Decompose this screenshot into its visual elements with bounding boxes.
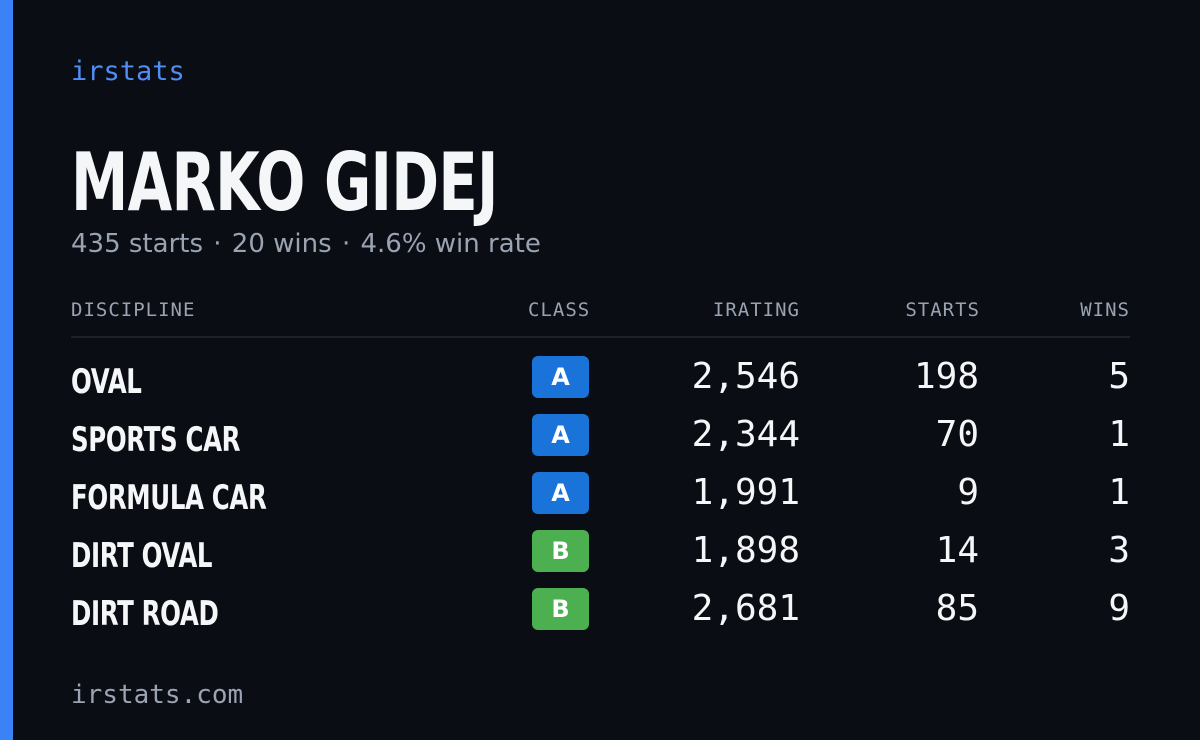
discipline-name: SPORTS CAR xyxy=(71,420,241,460)
summary-win-rate: 4.6% win rate xyxy=(360,229,541,259)
table-row: DIRT ROAD B 2,681 85 9 xyxy=(71,584,1130,642)
header-class: CLASS xyxy=(528,299,591,321)
table-body: OVAL A 2,546 198 5 SPORTS CAR A 2,344 70… xyxy=(71,338,1130,642)
class-badge: A xyxy=(532,472,589,514)
wins-value: 9 xyxy=(1108,588,1130,629)
irating-value: 2,344 xyxy=(691,414,800,455)
header-discipline: DISCIPLINE xyxy=(71,299,196,321)
table-header: DISCIPLINE CLASS IRATING STARTS WINS xyxy=(71,296,1130,338)
driver-summary: 435 starts · 20 wins · 4.6% win rate xyxy=(71,229,541,259)
table-row: OVAL A 2,546 198 5 xyxy=(71,352,1130,410)
discipline-name: FORMULA CAR xyxy=(71,478,267,518)
discipline-name: DIRT OVAL xyxy=(71,536,213,576)
irating-value: 1,898 xyxy=(691,530,800,571)
starts-value: 70 xyxy=(935,414,979,455)
brand-logo: irstats xyxy=(71,56,185,87)
wins-value: 5 xyxy=(1108,356,1130,397)
irating-value: 2,546 xyxy=(691,356,800,397)
driver-name: MARKO GIDEJ xyxy=(71,136,498,229)
accent-bar xyxy=(0,0,13,740)
table-row: FORMULA CAR A 1,991 9 1 xyxy=(71,468,1130,526)
irating-value: 1,991 xyxy=(691,472,800,513)
summary-wins: 20 wins xyxy=(231,229,332,259)
stats-table: DISCIPLINE CLASS IRATING STARTS WINS OVA… xyxy=(71,296,1130,642)
starts-value: 14 xyxy=(935,530,979,571)
irating-value: 2,681 xyxy=(691,588,800,629)
class-badge: A xyxy=(532,414,589,456)
header-irating: IRATING xyxy=(712,299,800,321)
footer-url: irstats.com xyxy=(71,680,244,710)
summary-starts: 435 starts xyxy=(71,229,203,259)
summary-separator: · xyxy=(213,229,222,259)
summary-separator: · xyxy=(341,229,351,259)
class-badge: B xyxy=(532,588,589,630)
starts-value: 198 xyxy=(913,356,979,397)
header-starts: STARTS xyxy=(905,299,980,321)
starts-value: 9 xyxy=(957,472,979,513)
starts-value: 85 xyxy=(935,588,979,629)
table-row: SPORTS CAR A 2,344 70 1 xyxy=(71,410,1130,468)
wins-value: 1 xyxy=(1108,414,1130,455)
discipline-name: OVAL xyxy=(71,362,142,402)
class-badge: A xyxy=(532,356,589,398)
wins-value: 1 xyxy=(1108,472,1130,513)
header-wins: WINS xyxy=(1080,299,1130,321)
discipline-name: DIRT ROAD xyxy=(71,594,219,634)
class-badge: B xyxy=(532,530,589,572)
table-row: DIRT OVAL B 1,898 14 3 xyxy=(71,526,1130,584)
wins-value: 3 xyxy=(1108,530,1130,571)
